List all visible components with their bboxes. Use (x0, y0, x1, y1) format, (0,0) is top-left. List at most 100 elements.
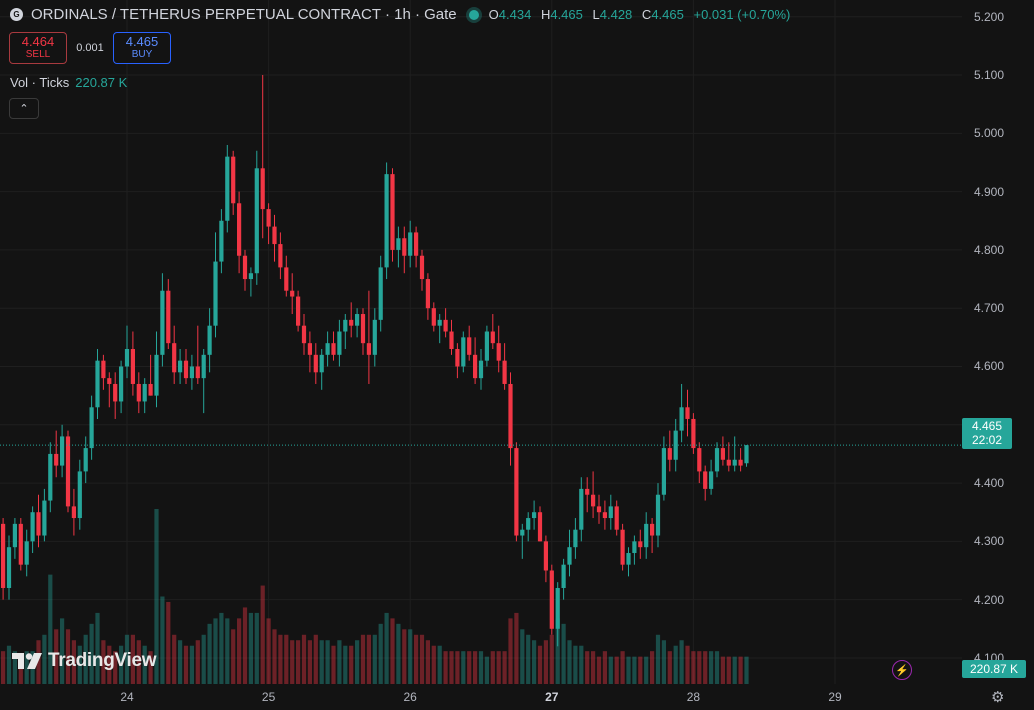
candle-body (284, 267, 289, 291)
candle-body (337, 331, 342, 355)
candle-body (160, 290, 165, 355)
volume-bar (496, 651, 501, 684)
candle-body (207, 325, 212, 355)
sell-price: 4.464 (21, 34, 55, 49)
volume-bar (136, 640, 141, 684)
gear-icon[interactable]: ⚙ (991, 689, 1005, 706)
volume-bar (614, 656, 619, 684)
volume-bar (101, 640, 106, 684)
volume-bar (484, 656, 489, 684)
candle-body (166, 290, 171, 344)
candle-body (124, 349, 130, 367)
chevron-up-icon: ⌃ (19, 103, 29, 115)
candle-body (254, 168, 259, 274)
candle-body (532, 512, 537, 519)
market-status-icon[interactable] (468, 9, 479, 20)
candle-body (709, 471, 714, 489)
time-axis-label: 28 (686, 690, 701, 704)
candle-body (402, 238, 407, 256)
volume-legend[interactable]: Vol · Ticks 220.87 K (10, 75, 127, 90)
volume-bar (154, 509, 159, 684)
symbol-title[interactable]: ORDINALS / TETHERUS PERPETUAL CONTRACT ·… (31, 6, 457, 23)
volume-bar (113, 651, 118, 684)
volume-bar (638, 656, 643, 684)
candle-body (148, 383, 153, 396)
candle-body (372, 319, 377, 355)
volume-bar (402, 629, 407, 684)
close-value: 4.465 (651, 7, 684, 22)
volume-bar (254, 612, 259, 684)
candle-body (355, 314, 360, 326)
volume-bar (543, 640, 548, 684)
volume-bar (685, 645, 690, 684)
candle-body (0, 523, 6, 588)
candle-body (449, 331, 454, 349)
volume-bar (201, 634, 206, 684)
volume-bar (95, 612, 100, 684)
price-axis-label: 4.300 (974, 534, 1005, 549)
candle-body (113, 383, 118, 402)
candle-body (242, 255, 248, 280)
candle-body (591, 494, 596, 507)
collapse-legend-button[interactable]: ⌃ (9, 98, 39, 119)
candle-body (714, 448, 720, 472)
candle-body (496, 343, 501, 361)
volume-value-tag: 220.87 K (962, 660, 1026, 678)
candle-body (738, 459, 743, 466)
candle-body (42, 500, 47, 536)
candle-body (260, 168, 265, 210)
volume-bar (366, 634, 371, 684)
volume-legend-label: Vol · Ticks (10, 75, 70, 90)
lightning-bolt-icon[interactable]: ⚡ (892, 660, 912, 680)
volume-bar (331, 645, 336, 684)
volume-bar (431, 645, 436, 684)
ohlc-values: O4.434 H4.465 L4.428 C4.465 +0.031 (+0.7… (489, 7, 797, 22)
volume-bar (142, 645, 147, 684)
last-price-tag: 4.465 22:02 (962, 418, 1012, 449)
volume-bar (567, 640, 572, 684)
candle-body (195, 366, 200, 379)
candle-body (390, 174, 395, 250)
buy-price: 4.465 (125, 34, 159, 49)
volume-bar (225, 618, 230, 684)
low-label: L (592, 7, 600, 22)
candle-body (661, 448, 666, 495)
candle-body (24, 541, 29, 565)
volume-bar (237, 618, 242, 684)
bar-countdown: 22:02 (971, 433, 1003, 447)
candle-body (437, 319, 442, 326)
volume-bar (667, 651, 672, 684)
candle-body (608, 506, 613, 519)
candle-body (130, 349, 135, 384)
volume-bar (602, 651, 607, 684)
candle-body (307, 343, 312, 355)
candle-body (89, 407, 94, 449)
volume-bar (301, 634, 307, 684)
time-axis-label: 26 (403, 690, 417, 704)
buy-button[interactable]: 4.465 BUY (113, 32, 171, 64)
volume-bar (372, 634, 377, 684)
volume-bar (455, 651, 460, 684)
volume-bar (54, 629, 59, 684)
candle-body (366, 343, 371, 355)
candle-body (655, 494, 661, 536)
candle-body (219, 220, 224, 262)
candle-body (561, 564, 566, 588)
volume-bar (266, 618, 271, 684)
candle-body (579, 488, 584, 530)
candle-body (278, 244, 283, 268)
volume-bar (349, 645, 354, 684)
volume-bar (467, 651, 472, 684)
candle-body (343, 319, 348, 332)
sell-button[interactable]: 4.464 SELL (9, 32, 67, 64)
candle-body (638, 541, 643, 548)
volume-bar (532, 640, 537, 684)
volume-bar (48, 574, 53, 684)
volume-bar (290, 640, 295, 684)
volume-bar (148, 651, 153, 684)
volume-bar (461, 651, 466, 684)
candle-body (172, 343, 177, 373)
sell-label: SELL (25, 49, 51, 60)
tradingview-logo[interactable]: TradingView (12, 650, 157, 672)
